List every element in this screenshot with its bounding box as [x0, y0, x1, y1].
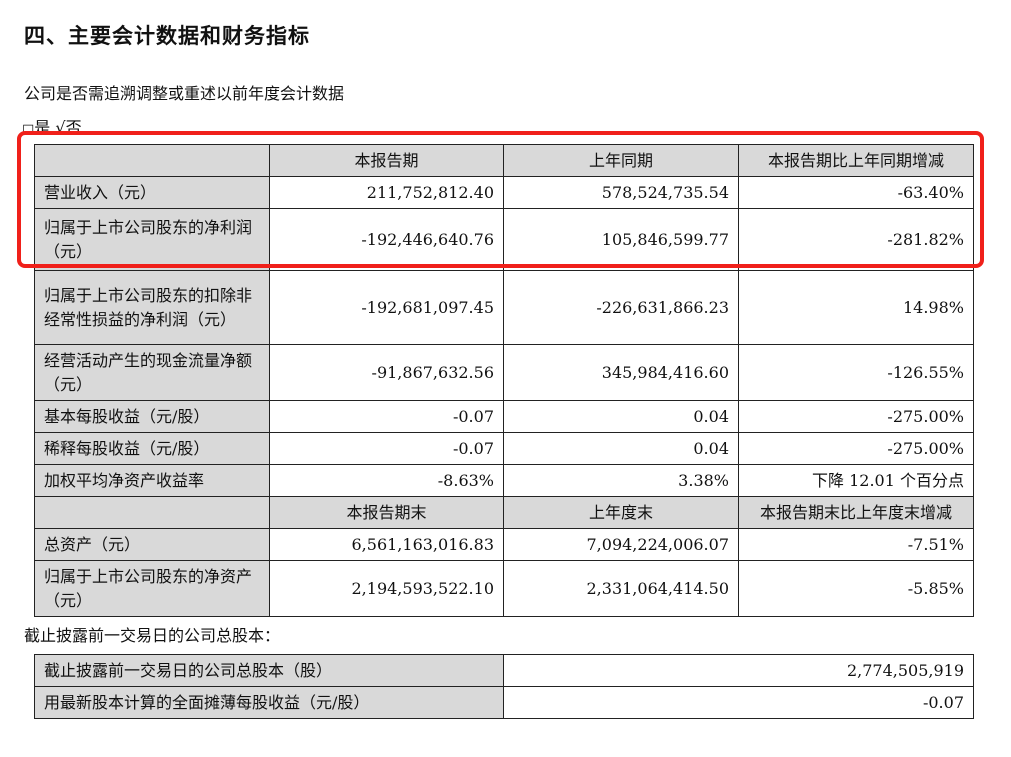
row-label: 归属于上市公司股东的净资产（元） [34, 560, 270, 617]
row-label: 加权平均净资产收益率 [34, 464, 270, 497]
table-header-row: 本报告期 上年同期 本报告期比上年同期增减 [34, 144, 974, 177]
table-cell: 578,524,735.54 [503, 176, 739, 209]
restatement-answer: □是 √否 [22, 114, 82, 138]
financial-data-table: 本报告期 上年同期 本报告期比上年同期增减 营业收入（元） 211,752,81… [34, 144, 974, 617]
table-cell: -192,446,640.76 [269, 208, 504, 271]
table-row: 营业收入（元） 211,752,812.40 578,524,735.54 -6… [34, 176, 974, 209]
table-row: 用最新股本计算的全面摊薄每股收益（元/股） -0.07 [34, 686, 974, 719]
table-row: 归属于上市公司股东的扣除非经常性损益的净利润（元） -192,681,097.4… [34, 270, 974, 345]
table-cell: 0.04 [503, 400, 739, 433]
restatement-question: 公司是否需追溯调整或重述以前年度会计数据 [24, 84, 345, 103]
table-row: 截止披露前一交易日的公司总股本（股） 2,774,505,919 [34, 654, 974, 687]
header-cell: 本报告期末 [269, 496, 504, 529]
table-cell: 2,331,064,414.50 [503, 560, 739, 617]
table-cell: 0.04 [503, 432, 739, 465]
row-label: 用最新股本计算的全面摊薄每股收益（元/股） [34, 686, 504, 719]
table-row: 基本每股收益（元/股） -0.07 0.04 -275.00% [34, 400, 974, 433]
table-row: 加权平均净资产收益率 -8.63% 3.38% 下降 12.01 个百分点 [34, 464, 974, 497]
table-cell: 345,984,416.60 [503, 344, 739, 401]
header-cell [34, 496, 270, 529]
table-cell: 2,194,593,522.10 [269, 560, 504, 617]
checkmark-icon: √ [55, 118, 66, 137]
checkbox-icon: □ [22, 122, 35, 137]
header-cell: 本报告期比上年同期增减 [738, 144, 974, 177]
row-label: 营业收入（元） [34, 176, 270, 209]
row-label: 截止披露前一交易日的公司总股本（股） [34, 654, 504, 687]
header-cell: 上年同期 [503, 144, 739, 177]
table-cell: -0.07 [269, 432, 504, 465]
row-label: 归属于上市公司股东的净利润（元） [34, 208, 270, 271]
table-cell: 211,752,812.40 [269, 176, 504, 209]
table-row: 总资产（元） 6,561,163,016.83 7,094,224,006.07… [34, 528, 974, 561]
table-header-row: 本报告期末 上年度末 本报告期末比上年度末增减 [34, 496, 974, 529]
table-cell: 6,561,163,016.83 [269, 528, 504, 561]
table-row: 归属于上市公司股东的净资产（元） 2,194,593,522.10 2,331,… [34, 560, 974, 617]
table-cell: -0.07 [503, 686, 974, 719]
row-label: 总资产（元） [34, 528, 270, 561]
share-capital-table: 截止披露前一交易日的公司总股本（股） 2,774,505,919 用最新股本计算… [34, 654, 974, 719]
table-cell: -5.85% [738, 560, 974, 617]
header-cell [34, 144, 270, 177]
table-cell: 2,774,505,919 [503, 654, 974, 687]
section-title: 四、主要会计数据和财务指标 [24, 24, 310, 48]
row-label: 归属于上市公司股东的扣除非经常性损益的净利润（元） [34, 270, 270, 345]
row-label: 基本每股收益（元/股） [34, 400, 270, 433]
table-cell: -126.55% [738, 344, 974, 401]
table-cell: 14.98% [738, 270, 974, 345]
header-cell: 上年度末 [503, 496, 739, 529]
yes-label: 是 [34, 118, 51, 137]
table-cell: -275.00% [738, 432, 974, 465]
row-label: 稀释每股收益（元/股） [34, 432, 270, 465]
table-cell: -91,867,632.56 [269, 344, 504, 401]
table-cell: -8.63% [269, 464, 504, 497]
table-row: 稀释每股收益（元/股） -0.07 0.04 -275.00% [34, 432, 974, 465]
table-cell: 3.38% [503, 464, 739, 497]
row-label: 经营活动产生的现金流量净额（元） [34, 344, 270, 401]
table-cell: -281.82% [738, 208, 974, 271]
header-cell: 本报告期 [269, 144, 504, 177]
table-cell: -7.51% [738, 528, 974, 561]
table-cell: -63.40% [738, 176, 974, 209]
table-cell: -275.00% [738, 400, 974, 433]
header-cell: 本报告期末比上年度末增减 [738, 496, 974, 529]
table-cell: -0.07 [269, 400, 504, 433]
table-row: 归属于上市公司股东的净利润（元） -192,446,640.76 105,846… [34, 208, 974, 271]
shares-note: 截止披露前一交易日的公司总股本： [24, 626, 281, 645]
table-cell: 7,094,224,006.07 [503, 528, 739, 561]
table-cell: -192,681,097.45 [269, 270, 504, 345]
table-row: 经营活动产生的现金流量净额（元） -91,867,632.56 345,984,… [34, 344, 974, 401]
table-cell: -226,631,866.23 [503, 270, 739, 345]
table-cell: 下降 12.01 个百分点 [738, 464, 974, 497]
no-label: 否 [65, 118, 82, 137]
table-cell: 105,846,599.77 [503, 208, 739, 271]
